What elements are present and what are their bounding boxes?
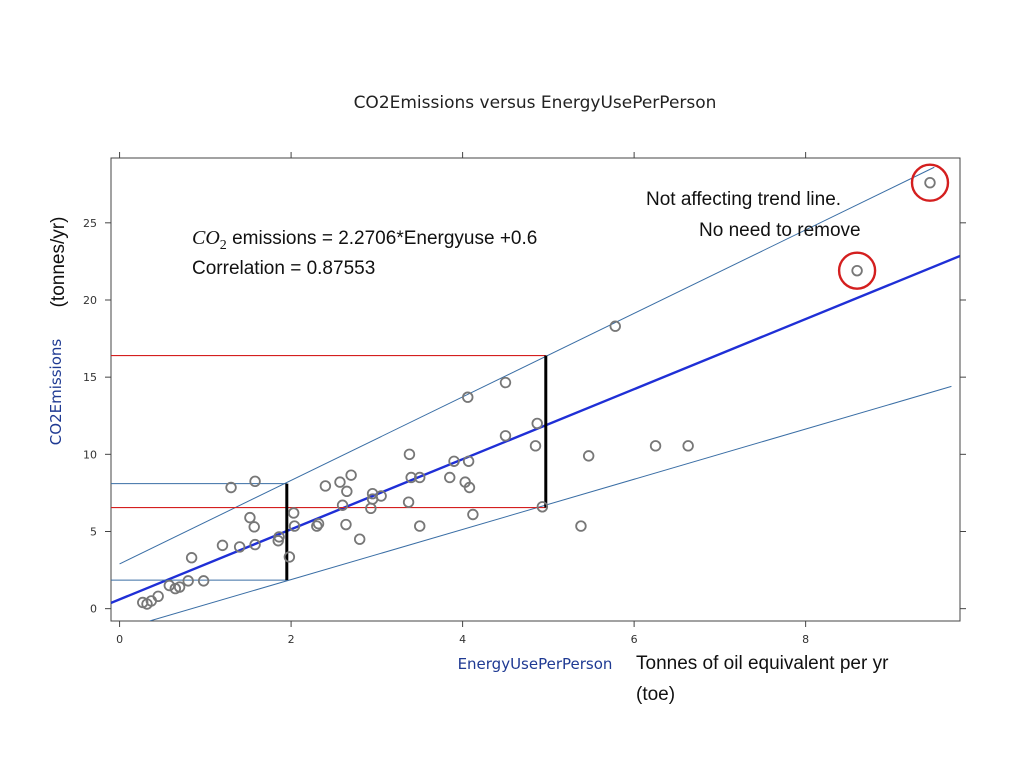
data-point: [462, 391, 474, 403]
data-point: [225, 481, 237, 494]
y-tick-label: 15: [83, 371, 97, 384]
data-point: [244, 511, 256, 524]
outlier-note-line1: Not affecting trend line.: [646, 189, 841, 210]
y-tick-label: 25: [83, 217, 97, 230]
x-tick-label: 0: [116, 633, 123, 646]
data-point: [414, 471, 426, 484]
outlier-circles: [837, 163, 950, 290]
y-tick-label: 10: [83, 448, 97, 461]
outlier-highlight-circle: [910, 163, 950, 202]
data-point: [405, 471, 417, 484]
data-point: [924, 176, 936, 189]
data-point: [336, 499, 349, 511]
prediction-band-upper-line: [119, 166, 935, 565]
data-point: [283, 551, 296, 563]
data-point: [375, 490, 387, 502]
x-axis-unit-annotation-line2: (toe): [636, 684, 675, 705]
data-point: [582, 450, 595, 462]
data-point: [531, 417, 543, 430]
equation-co: CO: [192, 227, 220, 249]
data-point: [197, 575, 210, 587]
data-point: [233, 541, 246, 553]
data-point: [152, 590, 164, 603]
x-axis-label: EnergyUsePerPerson: [458, 655, 613, 673]
data-points: [137, 176, 936, 610]
data-point: [467, 508, 479, 521]
data-point: [444, 471, 456, 484]
y-axis-unit-annotation: (tonnes/yr): [48, 217, 69, 308]
data-point: [851, 264, 863, 277]
data-point: [649, 440, 662, 452]
data-point: [414, 520, 426, 532]
data-point: [340, 518, 352, 531]
data-point: [462, 455, 475, 467]
data-point: [682, 440, 694, 452]
correlation-annotation: Correlation = 0.87553: [192, 258, 375, 279]
x-tick-label: 4: [459, 633, 466, 646]
data-point: [287, 507, 300, 519]
data-point: [182, 575, 194, 587]
data-point: [173, 581, 186, 593]
data-point: [402, 496, 415, 508]
x-axis-ticks: 0 2 4 6 8: [116, 152, 809, 646]
guide-lines: [111, 354, 548, 581]
outlier-highlight-circle: [837, 251, 877, 290]
data-point: [288, 520, 301, 532]
data-point: [575, 520, 587, 532]
data-point: [499, 430, 512, 442]
data-point: [499, 376, 512, 389]
equation-subscript: 2: [220, 238, 227, 253]
data-point: [312, 518, 325, 530]
data-point: [536, 501, 549, 513]
chart-title: CO2Emissions versus EnergyUsePerPerson: [354, 93, 717, 113]
y-axis-label: CO2Emissions: [47, 339, 65, 446]
data-point: [249, 538, 261, 551]
plot-frame: [110, 157, 961, 622]
x-tick-label: 2: [288, 633, 295, 646]
data-point: [341, 485, 353, 498]
data-point: [365, 502, 377, 515]
trend-line: [111, 254, 960, 605]
data-point: [311, 520, 323, 532]
x-axis-unit-annotation-line1: Tonnes of oil equivalent per yr: [636, 653, 889, 674]
data-point: [248, 521, 260, 533]
prediction-band-lower-line: [149, 385, 952, 621]
regression-equation: CO2 emissions = 2.2706*Energyuse +0.6: [192, 227, 537, 253]
data-point: [185, 552, 198, 564]
equation-text: emissions = 2.2706*Energyuse +0.6: [227, 228, 538, 249]
data-point: [216, 539, 229, 552]
data-point: [163, 579, 176, 592]
data-point: [334, 476, 346, 488]
x-tick-label: 8: [802, 633, 809, 646]
data-point: [609, 320, 621, 332]
data-point: [529, 440, 542, 452]
y-tick-label: 20: [83, 294, 97, 307]
outlier-note-line2: No need to remove: [699, 220, 861, 241]
y-tick-label: 5: [90, 525, 97, 538]
data-point: [448, 455, 460, 467]
data-point: [353, 533, 366, 545]
data-point: [345, 469, 357, 481]
data-point: [273, 531, 285, 543]
x-tick-label: 6: [631, 633, 638, 646]
data-point: [403, 448, 416, 461]
y-axis-ticks: 0 5 10 15 20 25: [83, 217, 966, 616]
y-tick-label: 0: [90, 603, 97, 616]
data-point: [249, 475, 261, 488]
data-point: [463, 481, 476, 494]
data-point: [319, 480, 332, 492]
